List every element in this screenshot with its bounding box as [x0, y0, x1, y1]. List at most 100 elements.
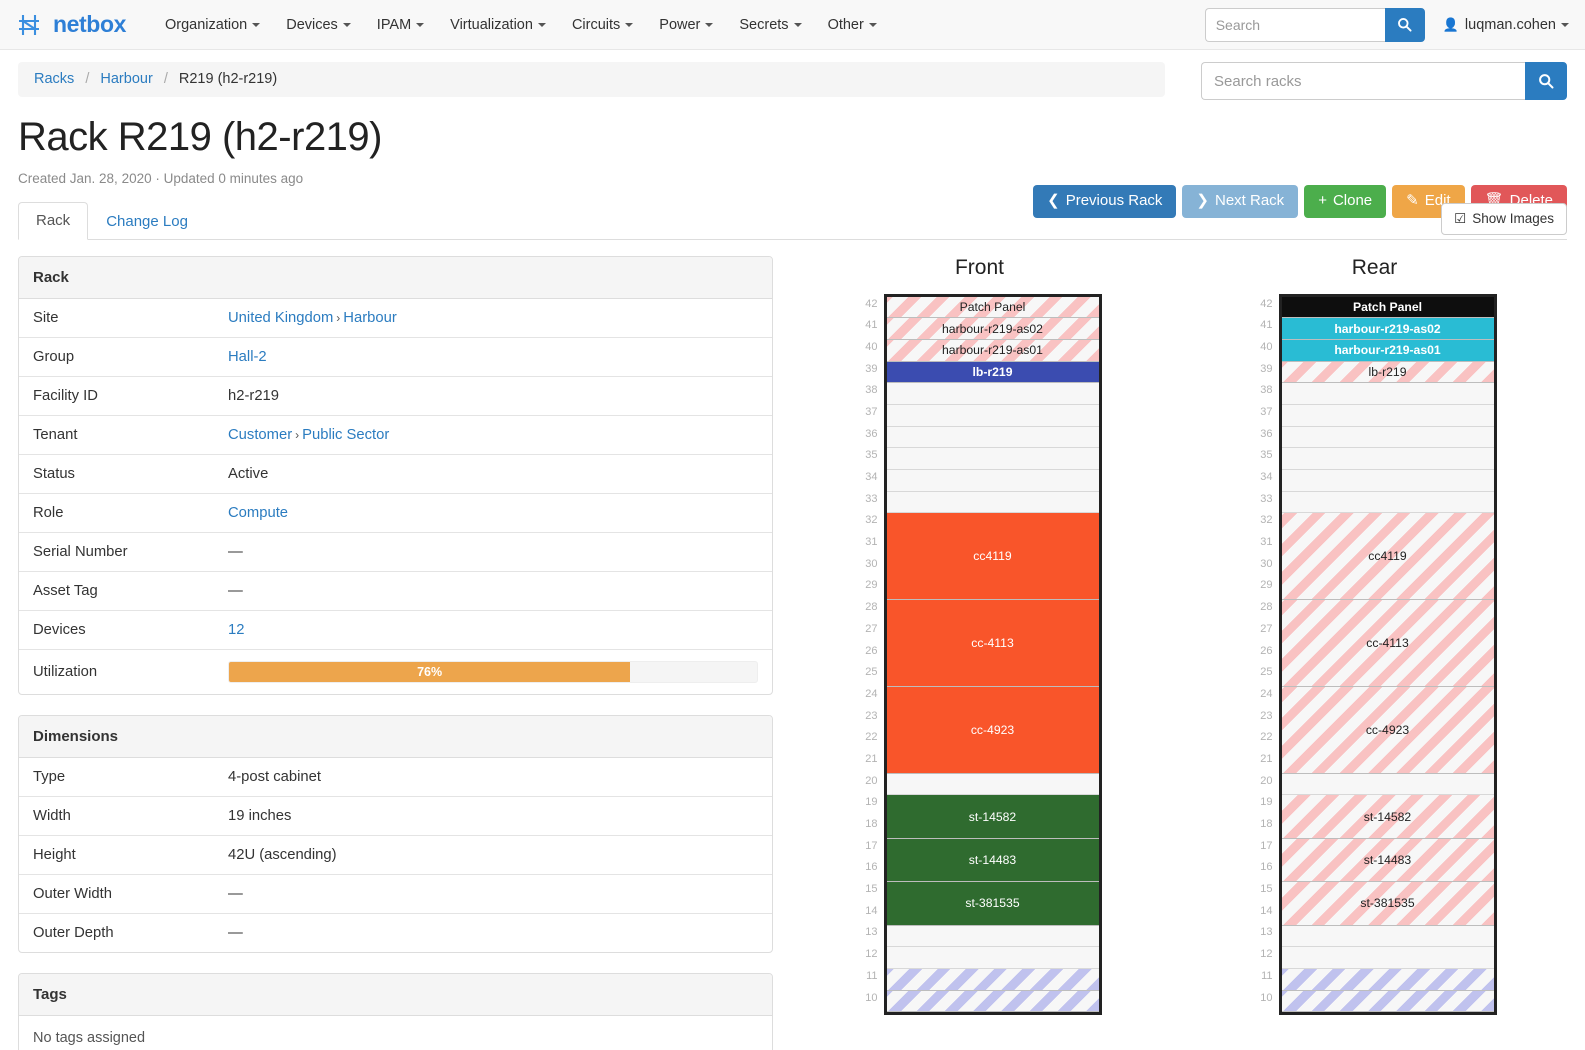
rack-unit-number: 10	[865, 991, 878, 1004]
rack-device-slot[interactable]: st-14582	[1281, 795, 1494, 839]
rack-device-label: harbour-r219-as01	[942, 343, 1043, 358]
rack-search-input[interactable]	[1201, 62, 1525, 100]
rack-search-button[interactable]	[1525, 62, 1567, 100]
rack-unit-number: 34	[865, 471, 878, 483]
group-link[interactable]: Hall-2	[228, 348, 267, 365]
chevron-down-icon	[705, 22, 714, 27]
rack-device-slot[interactable]: cc-4923	[1281, 686, 1494, 774]
rack-unit-number: 38	[865, 384, 878, 397]
rack-slot-empty	[1281, 404, 1494, 427]
rack-device-slot[interactable]: st-14483	[1281, 838, 1494, 883]
nav-item-devices[interactable]: Devices	[273, 11, 364, 39]
rack-device-slot[interactable]: harbour-r219-as02	[886, 318, 1099, 340]
row-value: Customer › Public Sector	[214, 415, 772, 455]
nav-item-other[interactable]: Other	[815, 11, 890, 39]
table-row: Facility ID h2-r219	[19, 376, 772, 416]
rack-device-slot[interactable]: st-14483	[886, 838, 1099, 883]
tab-change-log[interactable]: Change Log	[106, 212, 188, 230]
rack-device-slot[interactable]: st-14582	[886, 795, 1099, 839]
site-link[interactable]: Harbour	[343, 309, 397, 326]
navbar-right: 👤 luqman.cohen	[1204, 7, 1569, 42]
table-row: Height 42U (ascending)	[19, 835, 772, 875]
global-search-input[interactable]	[1204, 7, 1385, 42]
rack-unit-number: 25	[1260, 666, 1273, 679]
brand-text: netbox	[53, 11, 126, 37]
rack-device-slot	[1281, 990, 1494, 1013]
rack-device-slot[interactable]: lb-r219	[1281, 361, 1494, 384]
rack-unit-number: 42	[1260, 297, 1273, 310]
tenant-link[interactable]: Public Sector	[302, 426, 390, 443]
rack-device-slot[interactable]: Patch Panel	[886, 296, 1099, 319]
rack-device-slot[interactable]: cc4119	[1281, 513, 1494, 601]
previous-rack-label: Previous Rack	[1065, 192, 1163, 209]
breadcrumb-racks[interactable]: Racks	[34, 71, 75, 87]
rack-device-label: cc-4113	[971, 636, 1014, 651]
brand-logo-link[interactable]: netbox	[16, 10, 126, 40]
breadcrumb-site[interactable]: Harbour	[100, 71, 153, 87]
previous-rack-button[interactable]: ❮ Previous Rack	[1033, 185, 1177, 218]
rack-device-slot[interactable]: Patch Panel	[1281, 296, 1494, 319]
table-row: Status Active	[19, 454, 772, 494]
serial-number-value: —	[214, 532, 772, 572]
next-rack-button[interactable]: ❯ Next Rack	[1182, 185, 1299, 218]
rack-device-slot[interactable]: harbour-r219-as01	[1281, 339, 1494, 362]
nav-item-virtualization[interactable]: Virtualization	[437, 11, 559, 39]
global-search-button[interactable]	[1384, 7, 1425, 42]
row-label: Utilization	[33, 663, 98, 680]
status-value: Active	[214, 454, 772, 494]
rack-device-label: Patch Panel	[1352, 299, 1423, 314]
row-value: 76%	[214, 649, 772, 694]
front-elevation-title: Front	[954, 255, 1004, 279]
rack-device-slot[interactable]: cc-4923	[886, 686, 1099, 774]
netbox-logo-icon	[16, 10, 46, 40]
rack-unit-number: 11	[866, 969, 878, 982]
rack-slot-empty	[886, 383, 1099, 405]
nav-item-circuits[interactable]: Circuits	[559, 11, 646, 39]
rack-unit-number: 21	[865, 752, 878, 765]
show-images-label: Show Images	[1472, 211, 1554, 226]
utilization-label: 76%	[417, 664, 443, 679]
rack-device-slot[interactable]: st-381535	[1281, 882, 1494, 926]
chevron-right-icon: ❯	[1196, 192, 1209, 209]
rack-device-slot[interactable]: lb-r219	[886, 361, 1099, 384]
chevron-right-icon: ›	[336, 310, 341, 325]
rack-device-slot[interactable]: harbour-r219-as01	[886, 339, 1099, 362]
nav-item-ipam[interactable]: IPAM	[364, 11, 437, 39]
rack-unit-number: 12	[865, 948, 878, 961]
breadcrumb-separator: /	[163, 71, 168, 87]
dimensions-panel: Dimensions Type 4-post cabinet Width 19 …	[18, 714, 773, 953]
tenant-group-link[interactable]: Customer	[228, 426, 293, 443]
row-label: Status	[19, 454, 214, 494]
nav-item-power[interactable]: Power	[646, 11, 726, 39]
tab-rack[interactable]: Rack	[18, 201, 89, 240]
rack-device-slot[interactable]: cc4119	[886, 513, 1099, 601]
chevron-down-icon	[416, 22, 425, 27]
rack-device-slot[interactable]: cc-4113	[886, 600, 1099, 687]
site-region-link[interactable]: United Kingdom	[228, 309, 334, 326]
rack-unit-number: 30	[865, 557, 878, 570]
rack-device-label: harbour-r219-as02	[1334, 321, 1441, 336]
role-link[interactable]: Compute	[228, 504, 289, 521]
rack-unit-number: 20	[1260, 774, 1273, 787]
rack-device-slot[interactable]: cc-4113	[1281, 600, 1494, 687]
rack-slot-empty	[886, 947, 1099, 969]
rack-device-label: lb-r219	[1368, 364, 1407, 379]
rack-device-slot	[1281, 969, 1494, 991]
row-label: Tenant	[19, 415, 214, 455]
devices-count-link[interactable]: 12	[228, 621, 245, 638]
show-images-button[interactable]: ☑ Show Images	[1441, 202, 1567, 235]
rack-device-slot[interactable]: harbour-r219-as02	[1281, 318, 1494, 340]
rack-device-slot[interactable]: st-381535	[886, 882, 1099, 926]
rack-device-label: st-381535	[965, 896, 1020, 911]
user-menu[interactable]: 👤 luqman.cohen	[1443, 17, 1569, 33]
nav-item-organization[interactable]: Organization	[152, 11, 273, 39]
height-value: 42U (ascending)	[214, 835, 772, 875]
chevron-down-icon	[868, 22, 877, 27]
rack-unit-number: 14	[865, 904, 878, 917]
rack-unit-number: 13	[865, 926, 878, 939]
nav-item-secrets[interactable]: Secrets	[726, 11, 814, 39]
top-navbar: netbox Organization Devices IPAM Virtual…	[0, 0, 1585, 50]
row-value: 12	[214, 610, 772, 650]
chevron-left-icon: ❮	[1047, 192, 1060, 209]
clone-button[interactable]: + Clone	[1304, 185, 1387, 218]
